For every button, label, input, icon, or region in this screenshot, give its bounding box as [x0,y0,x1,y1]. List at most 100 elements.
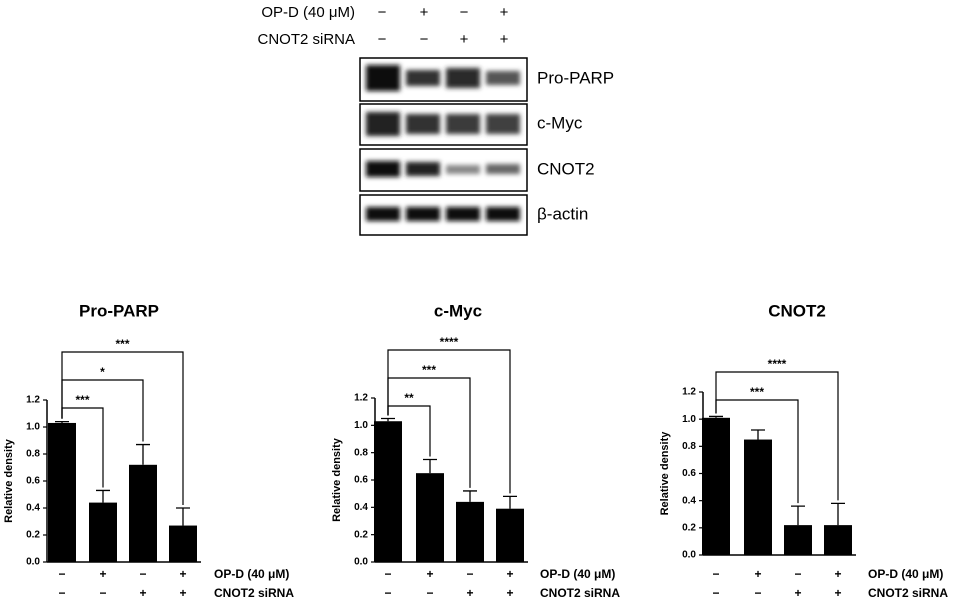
blot-condition-label: CNOT2 siRNA [257,31,355,48]
bar [169,525,197,562]
blot-sign: − [420,31,429,48]
bar [129,464,157,562]
y-tick-label: 1.2 [682,387,696,398]
condition-label: CNOT2 siRNA [540,586,620,600]
y-tick-label: 0.6 [26,476,40,487]
condition-sign: + [506,586,513,600]
significance-label: *** [750,385,764,399]
bar [496,508,524,562]
y-tick-label: 0.2 [26,530,40,541]
condition-sign: + [466,586,473,600]
bar [702,417,730,555]
condition-label: CNOT2 siRNA [214,586,294,600]
y-tick-label: 0.4 [682,495,696,506]
error-bar [381,417,395,422]
blot-sign: − [378,4,387,21]
condition-label: OP-D (40 μM) [214,567,289,581]
y-axis-label: Relative density [3,438,15,523]
y-tick-label: 1.2 [26,395,40,406]
blot-condition-label: OP-D (40 μM) [261,4,355,21]
chart-title: Pro-PARP [79,301,159,320]
error-bar [423,458,437,474]
significance-bracket [715,371,839,501]
condition-label: OP-D (40 μM) [868,567,943,581]
bar [374,421,402,562]
blot-band-label: Pro-PARP [537,68,614,87]
condition-sign: − [99,586,106,600]
condition-sign: + [139,586,146,600]
blot-band-label: CNOT2 [537,159,595,178]
error-bar [96,489,110,503]
y-tick-label: 0.6 [354,475,368,486]
chart-title: c-Myc [434,301,482,320]
bar [784,525,812,555]
bar [824,525,852,555]
significance-label: ** [404,391,414,405]
y-tick-label: 0.2 [682,522,696,533]
error-bar [136,443,150,465]
condition-sign: + [179,567,186,581]
chart-title: CNOT2 [768,301,826,320]
bar [48,422,76,562]
y-tick-label: 0.8 [682,441,696,452]
condition-sign: + [754,567,761,581]
y-axis-label: Relative density [659,431,671,516]
bar [416,473,444,562]
condition-sign: − [384,586,391,600]
condition-sign: − [58,567,65,581]
condition-sign: + [834,567,841,581]
condition-sign: + [794,586,801,600]
error-bar [55,420,69,423]
blot-bands [366,65,520,221]
y-tick-label: 0.2 [354,529,368,540]
blot-sign: − [460,4,469,21]
bar [744,439,772,555]
significance-label: *** [422,363,436,377]
y-tick-label: 0.0 [26,557,40,568]
blot-sign: − [378,31,387,48]
condition-sign: − [794,567,801,581]
condition-sign: − [384,567,391,581]
blot-sign: + [500,4,509,21]
significance-bracket [61,351,184,505]
condition-sign: + [506,567,513,581]
y-tick-label: 0.4 [354,502,368,513]
y-tick-label: 0.8 [354,447,368,458]
y-tick-label: 1.0 [26,422,40,433]
bar [456,501,484,562]
significance-label: **** [768,357,787,371]
condition-sign: − [466,567,473,581]
y-axis-label: Relative density [331,437,343,522]
condition-sign: + [179,586,186,600]
bar [89,502,117,562]
y-tick-label: 0.4 [26,503,40,514]
error-bar [503,495,517,509]
y-tick-label: 1.0 [354,420,368,431]
condition-label: CNOT2 siRNA [868,586,948,600]
condition-sign: − [426,586,433,600]
condition-sign: + [426,567,433,581]
y-tick-label: 1.0 [682,414,696,425]
significance-label: *** [75,393,89,407]
y-tick-label: 0.8 [26,449,40,460]
significance-label: *** [115,337,129,351]
error-bar [791,505,805,526]
condition-sign: − [712,567,719,581]
y-tick-label: 0.0 [682,550,696,561]
condition-sign: + [834,586,841,600]
significance-bracket [387,349,511,494]
error-bar [831,502,845,526]
error-bar [463,490,477,502]
blot-sign: + [460,31,469,48]
y-tick-label: 0.6 [682,468,696,479]
blot-band-label: β-actin [537,204,588,223]
error-bar [176,507,190,526]
condition-sign: − [139,567,146,581]
condition-label: OP-D (40 μM) [540,567,615,581]
y-tick-label: 0.0 [354,557,368,568]
blot-sign: + [420,4,429,21]
error-bar [751,429,765,440]
condition-sign: − [712,586,719,600]
